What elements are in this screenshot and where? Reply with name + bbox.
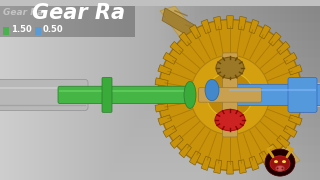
Polygon shape	[238, 160, 246, 173]
FancyBboxPatch shape	[288, 78, 317, 112]
Polygon shape	[249, 19, 259, 34]
Polygon shape	[155, 103, 168, 112]
Ellipse shape	[274, 160, 278, 163]
Ellipse shape	[207, 72, 253, 118]
Bar	[0, 6, 135, 37]
Bar	[3, 27, 9, 35]
Polygon shape	[189, 25, 201, 39]
FancyBboxPatch shape	[198, 88, 261, 102]
Polygon shape	[179, 144, 191, 158]
Text: Gear Ra: Gear Ra	[32, 3, 125, 22]
Polygon shape	[214, 16, 222, 30]
FancyBboxPatch shape	[222, 53, 237, 137]
Ellipse shape	[216, 57, 244, 78]
Polygon shape	[163, 52, 177, 64]
Polygon shape	[277, 135, 290, 148]
Ellipse shape	[270, 156, 290, 171]
Polygon shape	[227, 16, 233, 29]
Ellipse shape	[282, 160, 286, 163]
Polygon shape	[284, 52, 297, 64]
Ellipse shape	[158, 19, 302, 170]
Polygon shape	[292, 103, 305, 112]
FancyBboxPatch shape	[223, 84, 320, 105]
Ellipse shape	[276, 167, 278, 169]
Polygon shape	[163, 126, 177, 138]
Ellipse shape	[282, 167, 284, 169]
FancyBboxPatch shape	[298, 82, 320, 107]
Polygon shape	[201, 19, 211, 34]
Polygon shape	[227, 161, 233, 174]
Polygon shape	[268, 144, 281, 158]
Polygon shape	[155, 78, 168, 86]
Polygon shape	[289, 65, 302, 75]
Bar	[35, 27, 41, 35]
Polygon shape	[170, 135, 183, 148]
FancyBboxPatch shape	[58, 86, 192, 104]
Polygon shape	[289, 115, 302, 125]
Polygon shape	[293, 91, 306, 98]
Ellipse shape	[190, 55, 270, 134]
Ellipse shape	[205, 79, 219, 101]
FancyBboxPatch shape	[102, 78, 112, 112]
Polygon shape	[259, 25, 271, 39]
Polygon shape	[268, 32, 281, 46]
Polygon shape	[277, 41, 290, 55]
Text: Gear Ra: Gear Ra	[3, 8, 43, 17]
Ellipse shape	[265, 149, 295, 176]
Polygon shape	[214, 160, 222, 173]
Polygon shape	[284, 126, 297, 138]
Text: 1.50: 1.50	[11, 25, 32, 34]
Ellipse shape	[184, 81, 196, 109]
Polygon shape	[158, 65, 172, 75]
Polygon shape	[179, 32, 191, 46]
Polygon shape	[201, 156, 211, 170]
FancyBboxPatch shape	[0, 79, 88, 110]
Polygon shape	[249, 156, 259, 170]
Polygon shape	[238, 16, 246, 30]
Polygon shape	[162, 8, 255, 110]
Ellipse shape	[215, 109, 245, 131]
Polygon shape	[170, 41, 183, 55]
Polygon shape	[292, 78, 305, 86]
Polygon shape	[189, 151, 201, 165]
Polygon shape	[158, 115, 172, 125]
Polygon shape	[155, 91, 167, 98]
Text: 0.50: 0.50	[43, 25, 64, 34]
Polygon shape	[259, 151, 271, 165]
Polygon shape	[160, 6, 300, 170]
Ellipse shape	[276, 165, 284, 171]
